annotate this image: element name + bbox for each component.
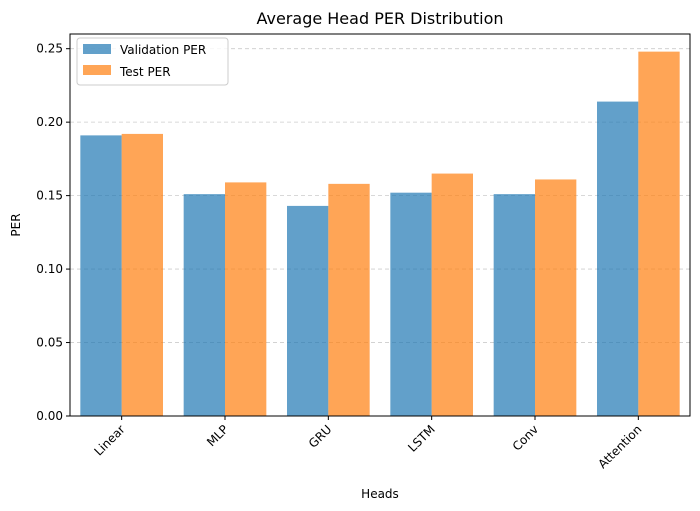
y-tick-label: 0.00 (36, 409, 63, 423)
y-axis: 0.00 0.05 0.10 0.15 0.20 0.25 (36, 42, 70, 423)
legend-swatch-test (83, 65, 111, 75)
y-axis-label: PER (9, 213, 23, 236)
bars (80, 51, 680, 416)
legend-label-validation: Validation PER (120, 43, 206, 57)
x-tick-label: Conv (510, 422, 541, 453)
y-tick-label: 0.05 (36, 336, 63, 350)
bar-test-lstm (431, 173, 473, 416)
bar-test-attention (638, 51, 680, 416)
legend-box (76, 37, 229, 86)
x-tick-label: MLP (204, 422, 231, 449)
bar-validation-gru (287, 205, 329, 416)
y-tick-label: 0.15 (36, 189, 63, 203)
bar-validation-lstm (390, 192, 432, 416)
chart-title: Average Head PER Distribution (256, 9, 503, 28)
y-tick-label: 0.10 (36, 262, 63, 276)
plot-frame (69, 33, 691, 417)
bar-validation-linear (80, 135, 122, 416)
legend-swatch-validation (83, 44, 111, 54)
bar-test-conv (535, 179, 577, 416)
x-tick-label: LSTM (405, 422, 438, 455)
legend: Validation PER Test PER (76, 37, 229, 86)
x-tick-label: Linear (92, 422, 128, 458)
bar-test-mlp (225, 182, 267, 416)
x-axis-label: Heads (361, 487, 399, 501)
y-tick-label: 0.25 (36, 42, 63, 56)
bar-test-linear (121, 133, 163, 416)
legend-label-test: Test PER (119, 65, 171, 79)
bar-test-gru (328, 183, 370, 416)
x-tick-label: GRU (306, 422, 335, 451)
bar-validation-mlp (183, 194, 225, 416)
bar-validation-attention (597, 101, 639, 416)
grid-lines (70, 48, 690, 343)
x-axis: Linear MLP GRU LSTM Conv Attention (92, 416, 644, 471)
y-tick-label: 0.20 (36, 115, 63, 129)
bar-validation-conv (493, 194, 535, 416)
x-tick-label: Attention (595, 422, 644, 471)
